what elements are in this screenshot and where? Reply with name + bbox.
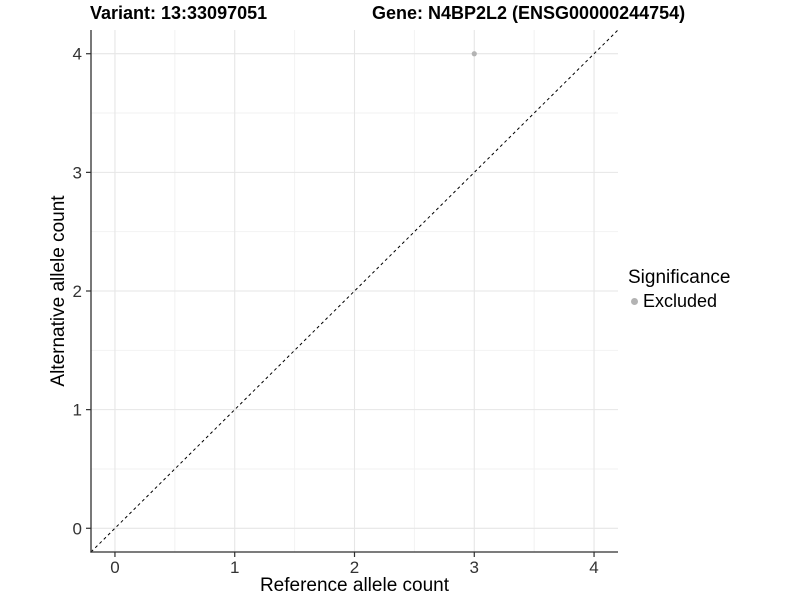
x-tick-label: 2 bbox=[350, 558, 359, 577]
y-tick-label: 0 bbox=[73, 519, 82, 538]
excluded-point-icon bbox=[631, 297, 638, 305]
x-tick-label: 0 bbox=[110, 558, 119, 577]
variant-title: Variant: 13:33097051 bbox=[90, 3, 268, 23]
legend-item-label: Excluded bbox=[643, 291, 718, 311]
x-tick-label: 4 bbox=[589, 558, 598, 577]
identity-reference-line bbox=[90, 29, 619, 553]
x-tick-label: 1 bbox=[230, 558, 239, 577]
y-axis-title: Alternative allele count bbox=[48, 195, 69, 387]
legend-title: Significance bbox=[628, 267, 731, 288]
x-axis-title: Reference allele count bbox=[259, 575, 450, 596]
gene-title: Gene: N4BP2L2 (ENSG00000244754) bbox=[372, 3, 686, 23]
y-tick-label: 4 bbox=[73, 45, 82, 64]
x-tick-label: 3 bbox=[470, 558, 479, 577]
legend-item-excluded: Excluded bbox=[628, 291, 730, 311]
data-point-excluded bbox=[471, 51, 477, 57]
legend: Significance Excluded bbox=[628, 267, 730, 311]
y-tick-label: 2 bbox=[73, 282, 82, 301]
y-tick-label: 3 bbox=[73, 163, 82, 182]
y-tick-label: 1 bbox=[73, 401, 82, 420]
